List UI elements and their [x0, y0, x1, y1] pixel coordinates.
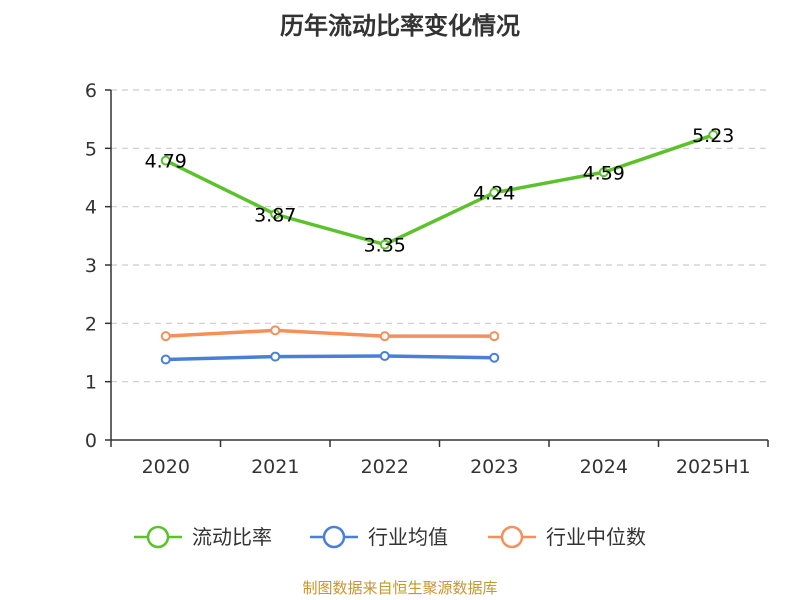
y-tick-label: 5	[85, 138, 97, 160]
series-line-1	[165, 354, 495, 362]
legend-marker	[146, 525, 170, 549]
data-label: 4.59	[583, 162, 625, 184]
x-tick-label: 2023	[470, 456, 518, 478]
x-tick-label: 2022	[361, 456, 409, 478]
data-label: 4.79	[145, 151, 187, 173]
data-point	[489, 352, 500, 363]
x-tick-label: 2020	[142, 456, 190, 478]
data-label: 4.24	[473, 183, 515, 205]
data-source-note: 制图数据来自恒生聚源数据库	[302, 579, 498, 597]
data-point	[270, 325, 281, 336]
data-point	[708, 129, 719, 140]
y-tick-label: 6	[85, 80, 97, 102]
data-point	[270, 351, 281, 362]
y-tick-label: 4	[85, 197, 97, 219]
data-label: 3.87	[254, 204, 296, 226]
legend-marker	[500, 525, 524, 549]
data-point	[598, 167, 609, 178]
legend-label: 行业均值	[368, 525, 448, 549]
y-tick-label: 2	[85, 313, 97, 335]
x-tick-label: 2021	[251, 456, 299, 478]
data-point	[160, 331, 171, 342]
y-tick-label: 3	[85, 255, 97, 277]
data-point	[489, 187, 500, 198]
data-point	[379, 351, 390, 361]
y-tick-label: 0	[85, 430, 97, 452]
data-point	[489, 331, 500, 342]
data-label: 5.23	[692, 125, 734, 147]
data-point	[379, 239, 390, 250]
data-point	[160, 155, 171, 166]
x-tick-label: 2025H1	[676, 456, 751, 478]
series-line-2	[165, 328, 495, 338]
data-point	[270, 209, 281, 220]
chart-title: 历年流动比率变化情况	[280, 12, 520, 40]
data-point	[160, 354, 171, 365]
legend-label: 行业中位数	[546, 525, 646, 549]
y-tick-label: 1	[85, 372, 97, 394]
series-line-0	[164, 133, 714, 247]
data-label: 3.35	[364, 235, 406, 257]
x-tick-label: 2024	[580, 456, 628, 478]
legend-marker	[322, 525, 346, 549]
data-point	[379, 331, 390, 342]
legend-label: 流动比率	[192, 525, 272, 549]
